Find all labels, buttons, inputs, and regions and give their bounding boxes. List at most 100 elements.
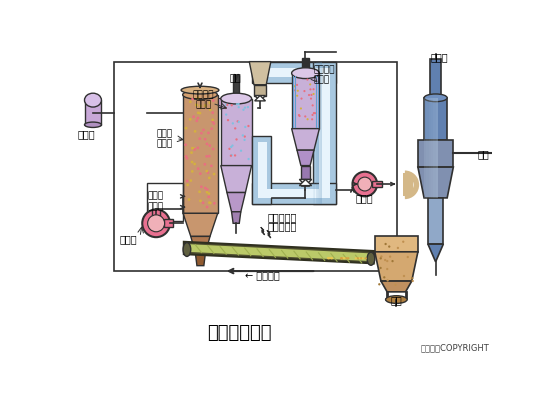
Polygon shape bbox=[164, 219, 173, 227]
Ellipse shape bbox=[367, 252, 375, 265]
Circle shape bbox=[340, 257, 343, 259]
Circle shape bbox=[231, 104, 233, 106]
Circle shape bbox=[200, 185, 203, 188]
Circle shape bbox=[388, 246, 390, 248]
Bar bbox=[313, 62, 336, 204]
Circle shape bbox=[378, 283, 380, 285]
Circle shape bbox=[355, 257, 357, 259]
Circle shape bbox=[197, 167, 199, 170]
Bar bbox=[313, 62, 315, 204]
Circle shape bbox=[191, 170, 193, 173]
Circle shape bbox=[403, 275, 405, 277]
Polygon shape bbox=[84, 100, 101, 125]
Circle shape bbox=[186, 157, 189, 160]
Text: 帶式輸送機: 帶式輸送機 bbox=[267, 221, 297, 231]
Circle shape bbox=[352, 172, 377, 196]
Circle shape bbox=[206, 206, 208, 209]
Circle shape bbox=[197, 117, 199, 119]
Circle shape bbox=[412, 280, 414, 282]
Circle shape bbox=[240, 150, 242, 152]
Circle shape bbox=[389, 256, 391, 258]
Circle shape bbox=[207, 171, 209, 174]
Circle shape bbox=[202, 129, 205, 131]
Circle shape bbox=[212, 119, 214, 121]
Bar bbox=[258, 189, 330, 198]
Bar bbox=[301, 58, 309, 68]
Circle shape bbox=[314, 112, 316, 114]
Circle shape bbox=[312, 104, 314, 106]
Circle shape bbox=[206, 170, 208, 172]
Circle shape bbox=[328, 257, 330, 259]
Bar bbox=[258, 68, 330, 77]
Circle shape bbox=[386, 260, 389, 262]
Ellipse shape bbox=[182, 90, 218, 100]
Bar bbox=[147, 183, 183, 221]
Text: 流化床
焚燒爐: 流化床 焚燒爐 bbox=[156, 129, 172, 148]
Circle shape bbox=[411, 277, 413, 279]
Polygon shape bbox=[152, 209, 160, 216]
Bar bbox=[114, 62, 397, 271]
Circle shape bbox=[195, 119, 198, 122]
Circle shape bbox=[186, 179, 189, 182]
Circle shape bbox=[204, 104, 207, 107]
Circle shape bbox=[340, 257, 342, 259]
Ellipse shape bbox=[181, 86, 219, 94]
Circle shape bbox=[198, 190, 201, 193]
Circle shape bbox=[194, 130, 197, 133]
Circle shape bbox=[210, 127, 213, 130]
Circle shape bbox=[327, 257, 329, 259]
Bar bbox=[252, 183, 336, 204]
Circle shape bbox=[296, 84, 298, 86]
Bar bbox=[318, 62, 319, 204]
Circle shape bbox=[244, 126, 247, 128]
Circle shape bbox=[227, 119, 229, 121]
Bar bbox=[430, 59, 441, 98]
Text: 鼓風機: 鼓風機 bbox=[120, 234, 138, 244]
Circle shape bbox=[391, 260, 393, 262]
Text: 流化床焚燒爐: 流化床焚燒爐 bbox=[207, 324, 271, 341]
Polygon shape bbox=[183, 95, 218, 213]
Polygon shape bbox=[187, 244, 370, 261]
Circle shape bbox=[237, 120, 239, 123]
Text: 助燃用: 助燃用 bbox=[147, 203, 164, 212]
Circle shape bbox=[209, 201, 212, 204]
Circle shape bbox=[208, 144, 211, 147]
Bar bbox=[375, 236, 418, 252]
Circle shape bbox=[310, 98, 312, 100]
Circle shape bbox=[395, 284, 397, 286]
Circle shape bbox=[237, 106, 240, 108]
Circle shape bbox=[226, 103, 229, 106]
Bar bbox=[252, 136, 271, 204]
Circle shape bbox=[379, 267, 382, 269]
Circle shape bbox=[196, 146, 199, 149]
Circle shape bbox=[206, 191, 208, 193]
Polygon shape bbox=[184, 242, 374, 263]
Text: 除塵器: 除塵器 bbox=[431, 52, 448, 62]
Circle shape bbox=[206, 155, 208, 158]
Circle shape bbox=[380, 256, 383, 258]
Circle shape bbox=[192, 115, 195, 118]
Polygon shape bbox=[227, 193, 246, 212]
Text: 二次旋流
分離器: 二次旋流 分離器 bbox=[314, 65, 335, 84]
Circle shape bbox=[208, 101, 211, 104]
Polygon shape bbox=[403, 173, 413, 196]
Circle shape bbox=[234, 127, 236, 129]
Circle shape bbox=[364, 257, 367, 259]
Circle shape bbox=[242, 109, 244, 111]
Circle shape bbox=[293, 85, 295, 87]
Circle shape bbox=[236, 138, 238, 140]
Circle shape bbox=[308, 94, 310, 96]
Polygon shape bbox=[297, 150, 314, 166]
Circle shape bbox=[342, 257, 344, 259]
Circle shape bbox=[213, 173, 215, 176]
Circle shape bbox=[331, 257, 333, 259]
Circle shape bbox=[199, 104, 202, 107]
Circle shape bbox=[296, 90, 299, 92]
Circle shape bbox=[198, 112, 201, 115]
Text: 啟動用: 啟動用 bbox=[147, 191, 164, 200]
Circle shape bbox=[343, 257, 346, 259]
Circle shape bbox=[296, 95, 298, 97]
Text: 灰斗: 灰斗 bbox=[391, 295, 402, 305]
Polygon shape bbox=[232, 212, 241, 223]
Bar bbox=[252, 62, 336, 83]
